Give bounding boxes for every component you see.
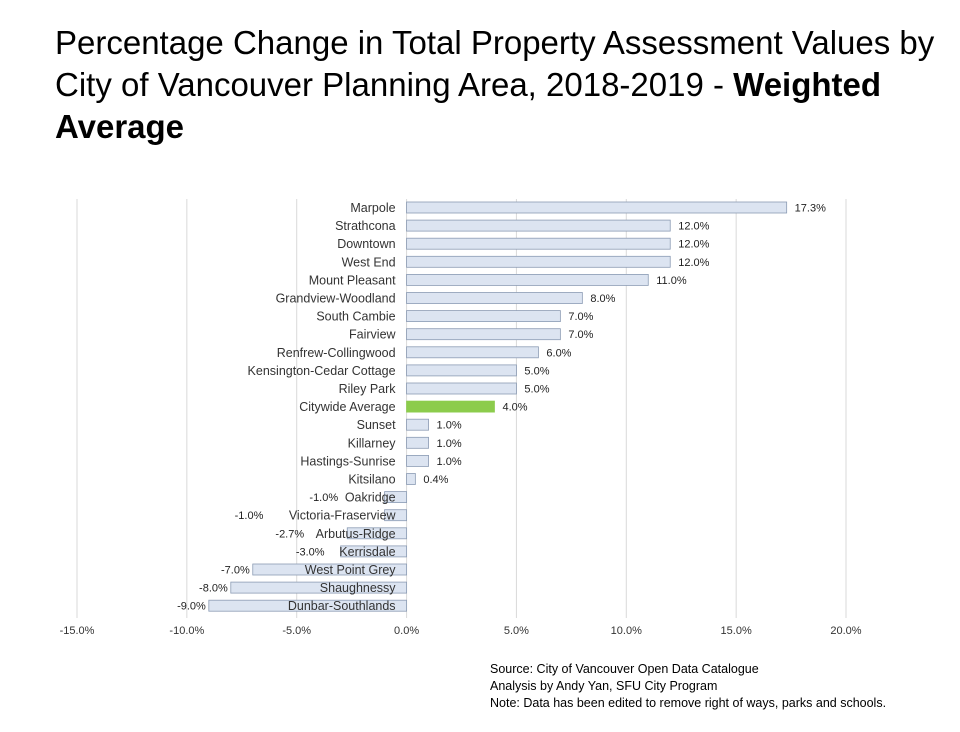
bar	[406, 418, 429, 431]
source-line: Source: City of Vancouver Open Data Cata…	[490, 662, 759, 676]
bar	[340, 545, 407, 558]
value-label: 5.0%	[524, 365, 549, 377]
category-label: Kerrisdale	[339, 545, 395, 559]
chart-title-emphasis: Weighted Average	[55, 66, 882, 145]
bar	[406, 473, 416, 485]
chart-title-main: Percentage Change in Total Property Asse…	[55, 24, 935, 103]
bar	[406, 310, 561, 323]
value-label: 12.0%	[678, 257, 709, 269]
category-label: Arbutus-Ridge	[316, 527, 396, 541]
value-label: 5.0%	[524, 384, 549, 396]
value-label: 12.0%	[678, 221, 709, 233]
x-tick-label: -15.0%	[60, 625, 95, 637]
bar	[406, 454, 429, 467]
value-label: 8.0%	[590, 293, 615, 305]
category-label: Downtown	[337, 237, 395, 251]
value-label: 1.0%	[437, 456, 462, 468]
bar	[406, 292, 583, 304]
value-label: 4.0%	[502, 402, 527, 414]
x-tick-label: 5.0%	[504, 625, 529, 637]
value-label: 7.0%	[568, 311, 593, 323]
category-label: Kitsilano	[348, 473, 395, 487]
value-label: -1.0%	[309, 492, 338, 504]
bar	[406, 237, 671, 250]
category-label: Grandview-Woodland	[276, 292, 396, 306]
bar	[406, 273, 649, 286]
bar	[406, 400, 495, 413]
value-label: 1.0%	[437, 438, 462, 450]
category-label: Dunbar-Southlands	[288, 599, 396, 613]
value-label: -8.0%	[199, 583, 228, 595]
source-notes: Source: City of Vancouver Open Data Cata…	[490, 661, 886, 712]
category-label: Hastings-Sunrise	[300, 454, 395, 468]
x-tick-label: 0.0%	[394, 625, 419, 637]
note-line: Note: Data has been edited to remove rig…	[490, 696, 887, 710]
bar	[406, 219, 671, 232]
value-label: -9.0%	[177, 601, 206, 613]
bar	[346, 527, 407, 540]
bar	[406, 436, 429, 449]
bar	[208, 599, 407, 612]
x-tick-label: -10.0%	[169, 625, 204, 637]
category-label: South Cambie	[316, 310, 395, 324]
category-label: Victoria-Fraserview	[289, 509, 397, 523]
value-label: 11.0%	[656, 275, 687, 287]
bar	[406, 201, 788, 214]
category-label: Mount Pleasant	[309, 273, 396, 287]
value-label: -2.7%	[275, 528, 304, 540]
value-label: -7.0%	[221, 565, 250, 577]
value-label: 12.0%	[678, 239, 709, 251]
bar	[384, 491, 407, 504]
x-tick-label: 10.0%	[611, 625, 642, 637]
chart-title: Percentage Change in Total Property Asse…	[55, 22, 935, 148]
category-label: Shaughnessy	[320, 581, 397, 595]
category-label: West End	[342, 255, 396, 269]
value-label: -3.0%	[296, 546, 325, 558]
bar	[252, 563, 407, 576]
category-label: Oakridge	[345, 491, 396, 505]
bar	[230, 581, 407, 594]
category-label: Sunset	[357, 418, 396, 432]
x-tick-label: -5.0%	[282, 625, 311, 637]
category-label: Riley Park	[339, 382, 397, 396]
category-label: Marpole	[350, 201, 395, 215]
value-label: 7.0%	[568, 329, 593, 341]
category-label: Killarney	[348, 436, 397, 450]
bar	[406, 328, 561, 341]
category-label: Citywide Average	[299, 400, 395, 414]
bar	[406, 255, 671, 268]
value-label: 17.3%	[795, 203, 826, 215]
category-label: Strathcona	[335, 219, 396, 233]
x-tick-label: 15.0%	[721, 625, 752, 637]
category-label: Kensington-Cedar Cottage	[248, 364, 396, 378]
x-tick-label: 20.0%	[830, 625, 861, 637]
category-label: Renfrew-Collingwood	[277, 346, 396, 360]
bar	[406, 346, 539, 359]
value-label: 0.4%	[423, 474, 448, 486]
category-label: West Point Grey	[305, 563, 397, 577]
category-label: Fairview	[349, 328, 397, 342]
bar	[406, 382, 517, 395]
value-label: 1.0%	[437, 420, 462, 432]
bar	[406, 364, 517, 377]
analysis-line: Analysis by Andy Yan, SFU City Program	[490, 679, 718, 693]
value-label: -1.0%	[235, 510, 264, 522]
value-label: 6.0%	[546, 347, 571, 359]
bar	[384, 509, 407, 522]
